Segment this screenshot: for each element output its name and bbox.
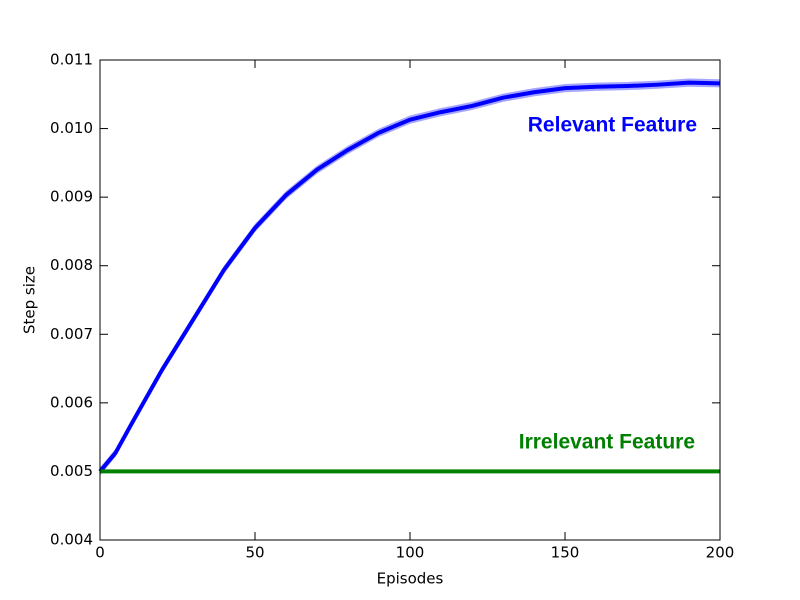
- annotation: Irrelevant Feature: [519, 431, 695, 454]
- y-tick-label: 0.004: [50, 531, 93, 549]
- x-axis-label: Episodes: [377, 570, 444, 588]
- x-tick-label: 200: [706, 544, 735, 562]
- x-tick-label: 150: [551, 544, 580, 562]
- annotation: Relevant Feature: [528, 114, 697, 137]
- line: [98, 80, 721, 473]
- y-tick-label: 0.011: [50, 51, 93, 69]
- x-tick-label: 100: [396, 544, 425, 562]
- y-axis-label: Step size: [21, 266, 39, 334]
- y-tick-label: 0.005: [50, 462, 93, 480]
- x-tick-label: 50: [245, 544, 264, 562]
- y-tick-label: 0.008: [50, 256, 93, 274]
- y-tick-label: 0.009: [50, 188, 93, 206]
- y-tick-label: 0.010: [50, 119, 93, 137]
- x-tick-label: 0: [95, 544, 105, 562]
- y-tick-label: 0.006: [50, 393, 93, 411]
- plot-frame: [99, 59, 721, 541]
- y-tick-label: 0.007: [50, 325, 93, 343]
